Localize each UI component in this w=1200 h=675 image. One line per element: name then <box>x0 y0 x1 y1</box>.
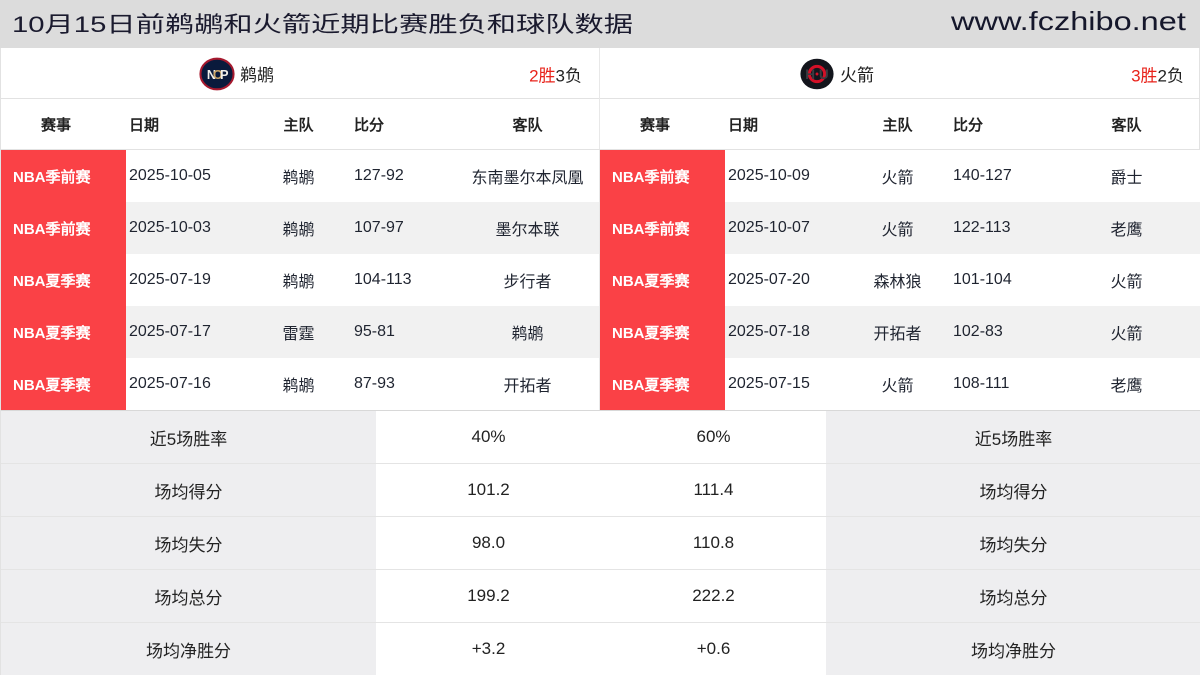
svg-text:P: P <box>220 67 229 82</box>
svg-text:H: H <box>805 67 815 82</box>
svg-text:U: U <box>819 67 829 82</box>
